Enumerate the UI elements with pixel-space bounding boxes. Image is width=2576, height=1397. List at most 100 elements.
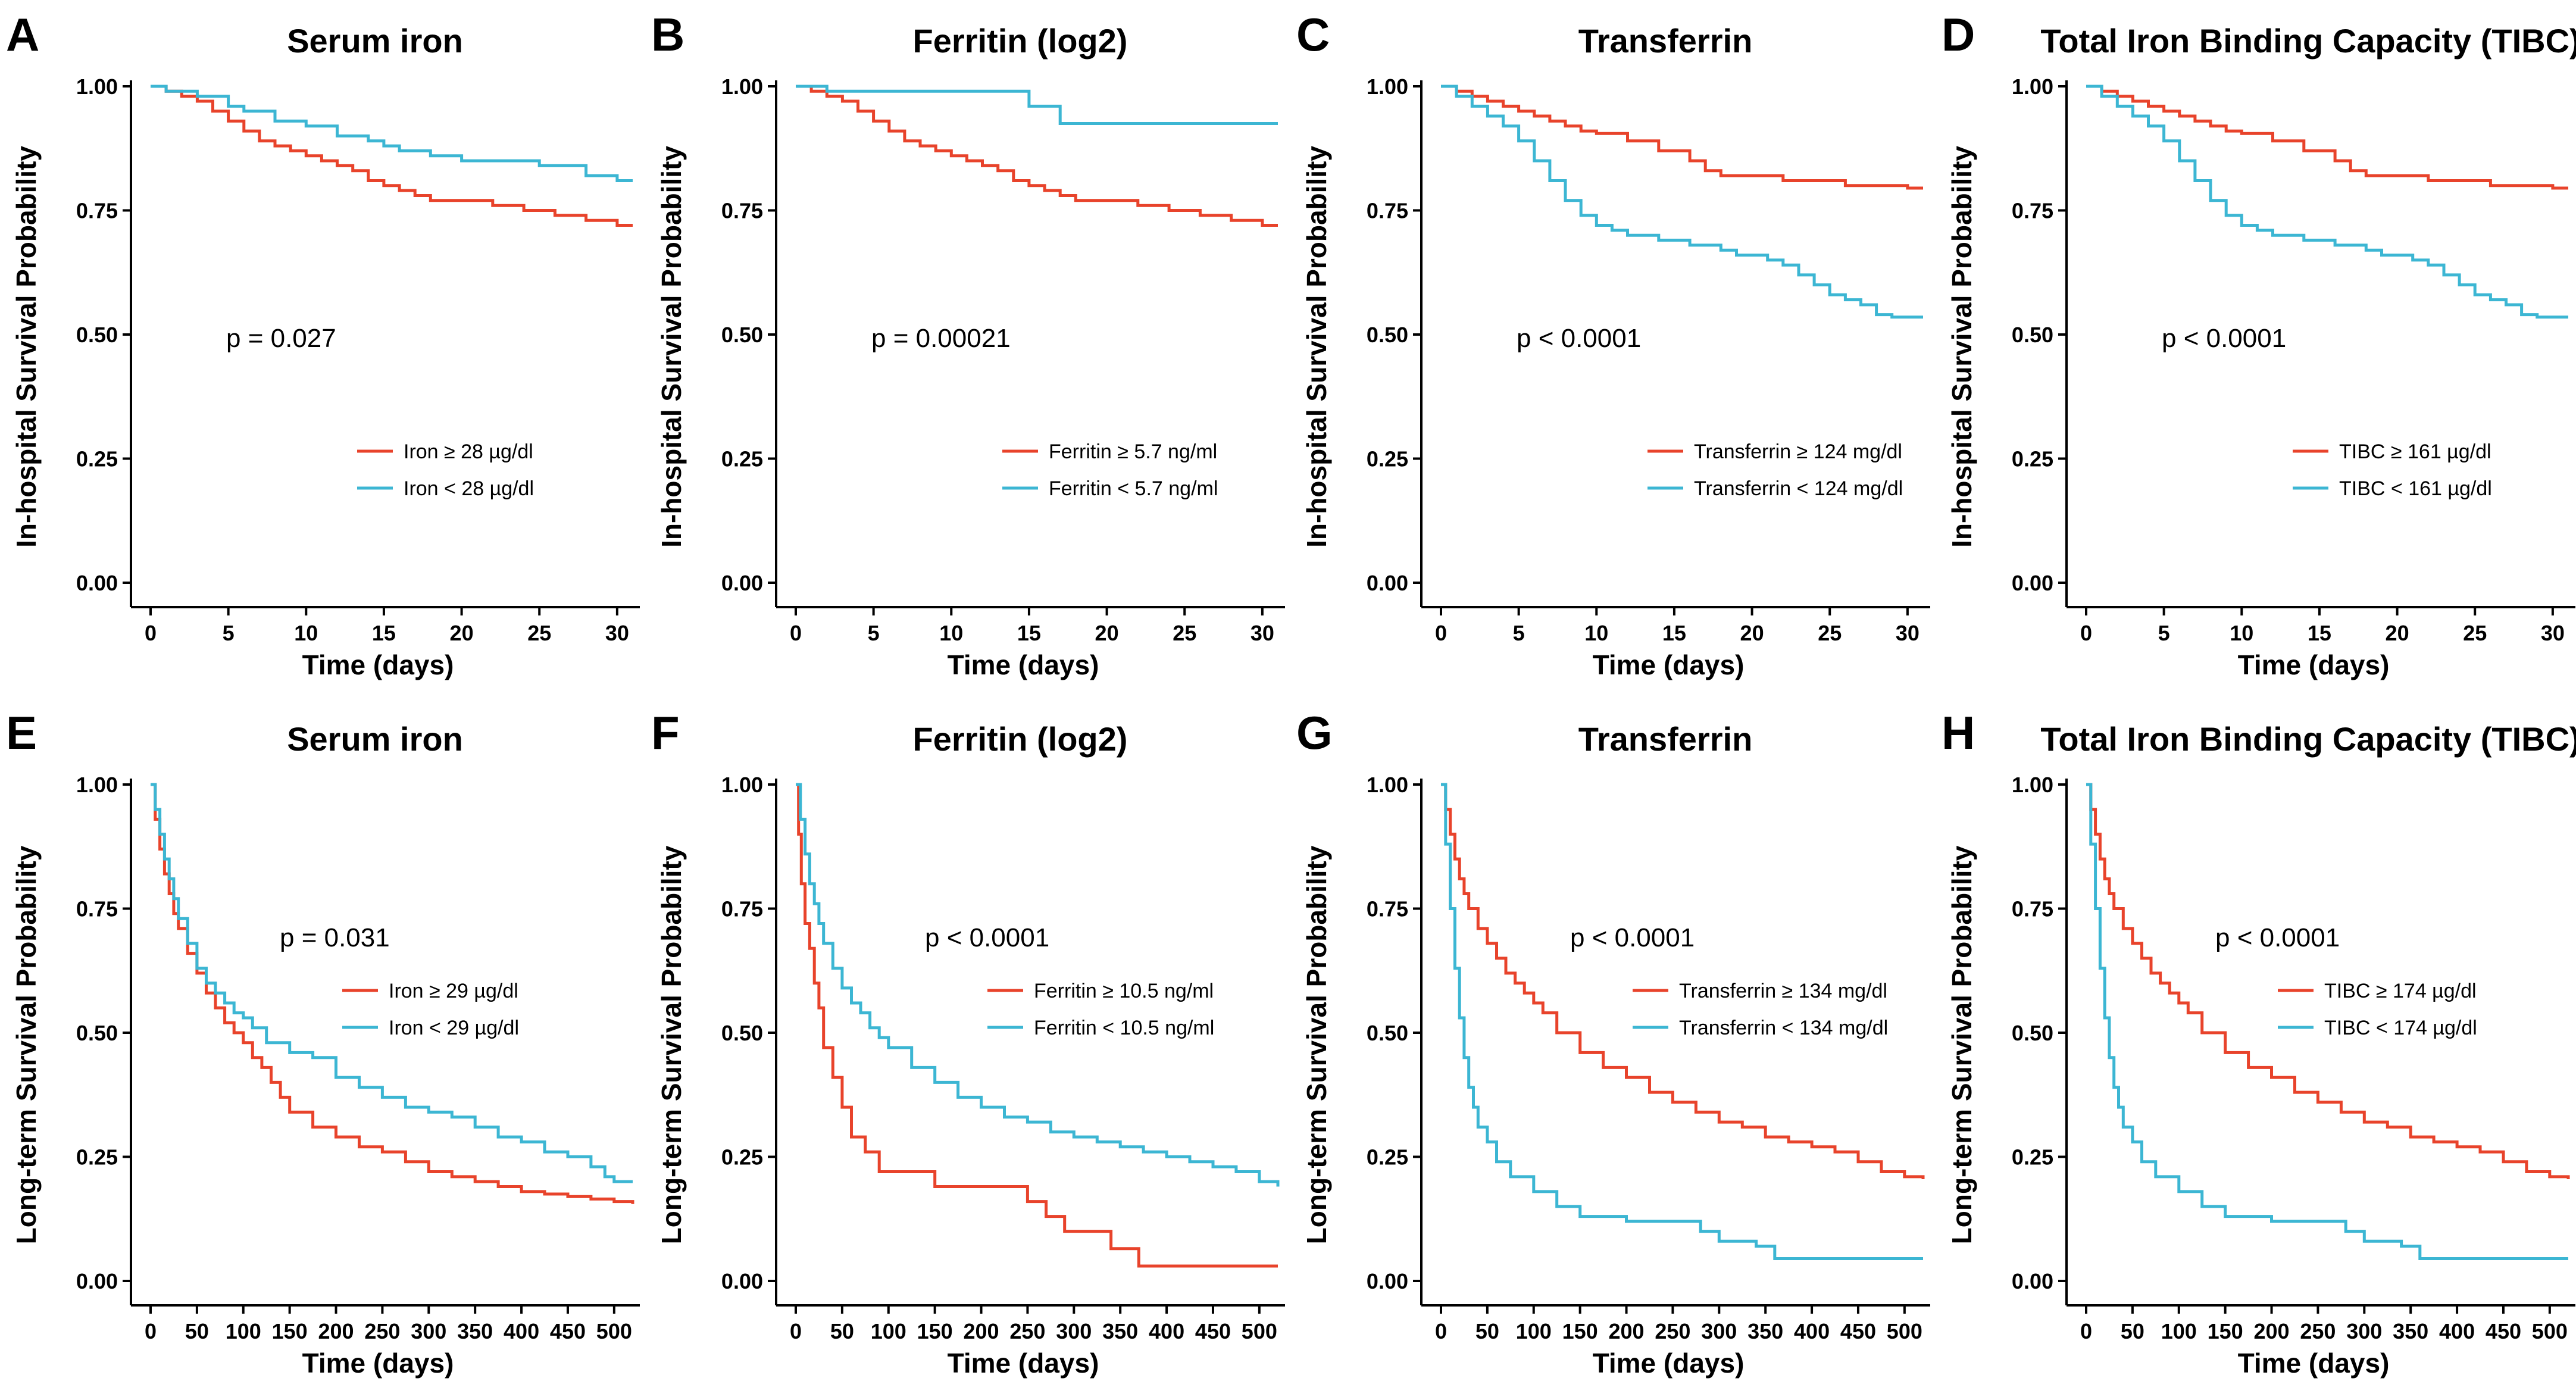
x-tick-label: 400 (504, 1319, 539, 1343)
x-tick-label: 30 (1251, 621, 1274, 645)
series-line-high (1441, 783, 1925, 1179)
p-value: p = 0.00021 (871, 324, 1011, 353)
x-tick-label: 10 (939, 621, 963, 645)
y-tick-label: 0.75 (76, 897, 118, 921)
series-line-high (2086, 783, 2570, 1179)
panel-e: E Serum iron 0.00 0.25 0.50 0.75 1.00 0 50 100 150… (6, 707, 640, 1379)
panel-d: D Total Iron Binding Capacity (TIBC) 0.00 0… (1942, 8, 2576, 680)
x-tick-label: 15 (1017, 621, 1041, 645)
x-tick-label: 450 (550, 1319, 586, 1343)
chart-title: Total Iron Binding Capacity (TIBC) (2040, 720, 2576, 758)
x-tick-label: 100 (871, 1319, 906, 1343)
y-tick-label: 0.50 (76, 1021, 118, 1045)
series-line-low (151, 783, 633, 1183)
x-tick-label: 450 (1840, 1319, 1876, 1343)
y-tick-label: 0.75 (2012, 897, 2053, 921)
x-tick-label: 150 (272, 1319, 308, 1343)
x-tick-label: 30 (605, 621, 629, 645)
panel-a: A Serum iron 0.00 0.25 0.50 0.75 1.00 0 5 10 15 20 2… (6, 8, 640, 680)
x-tick-label: 10 (294, 621, 318, 645)
x-tick-label: 150 (917, 1319, 953, 1343)
panel-letter: B (651, 8, 684, 61)
y-axis-title: Long-term Survival Probability (1946, 845, 1977, 1244)
x-tick-label: 25 (1818, 621, 1842, 645)
legend-label: TIBC < 161 µg/dl (2339, 477, 2492, 500)
x-tick-label: 300 (1056, 1319, 1092, 1343)
legend-label: Transferrin < 134 mg/dl (1679, 1017, 1888, 1039)
y-tick-label: 1.00 (76, 773, 118, 797)
x-tick-label: 400 (1149, 1319, 1184, 1343)
panel-letter: D (1942, 8, 1975, 61)
x-tick-label: 50 (185, 1319, 209, 1343)
x-tick-label: 50 (1475, 1319, 1499, 1343)
panel-h: H Total Iron Binding Capacity (TIBC) 0.00 0… (1942, 707, 2576, 1379)
x-tick-label: 15 (372, 621, 396, 645)
series-line-low (796, 783, 1280, 1187)
x-tick-label: 0 (145, 621, 157, 645)
y-tick-label: 0.00 (2012, 571, 2053, 595)
x-tick-label: 200 (963, 1319, 999, 1343)
x-tick-label: 0 (1435, 1319, 1447, 1343)
y-axis-title: In-hospital Survival Probability (11, 146, 42, 548)
x-tick-label: 5 (2158, 621, 2170, 645)
series-line-low (2086, 85, 2568, 319)
y-tick-label: 0.25 (721, 1145, 763, 1170)
y-tick-label: 0.50 (2012, 1021, 2053, 1045)
x-tick-label: 150 (2208, 1319, 2243, 1343)
x-tick-label: 0 (790, 621, 802, 645)
x-tick-label: 0 (145, 1319, 157, 1343)
y-tick-label: 1.00 (721, 74, 763, 99)
x-tick-label: 200 (318, 1319, 354, 1343)
panel-f: F Ferritin (log2) 0.00 0.25 0.50 0.75 1.00 0 50 1… (651, 707, 1285, 1379)
x-tick-label: 30 (1896, 621, 1920, 645)
y-axis-title: In-hospital Survival Probability (1946, 146, 1977, 548)
chart-title: Total Iron Binding Capacity (TIBC) (2040, 22, 2576, 60)
panel-letter: G (1296, 707, 1333, 759)
x-tick-label: 15 (2308, 621, 2331, 645)
x-tick-label: 450 (1195, 1319, 1231, 1343)
y-axis-title: Long-term Survival Probability (1301, 845, 1332, 1244)
x-tick-label: 5 (868, 621, 880, 645)
x-tick-label: 15 (1662, 621, 1686, 645)
series-line-low (1441, 85, 1923, 319)
y-tick-label: 0.50 (1367, 323, 1408, 347)
x-axis-title: Time (days) (302, 649, 454, 680)
x-tick-label: 150 (1562, 1319, 1598, 1343)
y-tick-label: 0.25 (1367, 447, 1408, 471)
chart-title: Transferrin (1578, 22, 1753, 60)
chart-title: Serum iron (287, 720, 463, 758)
legend-label: TIBC < 174 µg/dl (2324, 1017, 2477, 1039)
legend-label: TIBC ≥ 161 µg/dl (2339, 440, 2491, 463)
series-line-high (796, 783, 1278, 1268)
series-line-low (151, 85, 633, 182)
series-line-low (2086, 783, 2568, 1260)
y-axis-title: Long-term Survival Probability (656, 845, 687, 1244)
x-axis-title: Time (days) (302, 1348, 454, 1379)
x-tick-label: 0 (790, 1319, 802, 1343)
y-tick-label: 0.00 (1367, 571, 1408, 595)
y-tick-label: 0.75 (721, 199, 763, 223)
x-tick-label: 20 (1095, 621, 1119, 645)
x-tick-label: 5 (223, 621, 235, 645)
x-tick-label: 25 (2463, 621, 2487, 645)
x-tick-label: 250 (1009, 1319, 1045, 1343)
x-tick-label: 50 (2121, 1319, 2144, 1343)
panel-g: G Transferrin 0.00 0.25 0.50 0.75 1.00 0 50 100 15… (1296, 707, 1930, 1379)
y-tick-label: 0.00 (721, 571, 763, 595)
x-tick-label: 10 (2230, 621, 2253, 645)
legend-label: Transferrin ≥ 134 mg/dl (1679, 980, 1887, 1002)
x-tick-label: 200 (1608, 1319, 1644, 1343)
panel-letter: F (651, 707, 680, 759)
y-tick-label: 0.50 (2012, 323, 2053, 347)
y-tick-label: 0.25 (1367, 1145, 1408, 1170)
chart-title: Ferritin (log2) (913, 22, 1128, 60)
y-tick-label: 0.00 (76, 1269, 118, 1293)
x-axis-title: Time (days) (1593, 649, 1745, 680)
x-axis-title: Time (days) (2238, 649, 2390, 680)
legend-label: Ferritin < 5.7 ng/ml (1049, 477, 1218, 500)
legend-label: TIBC ≥ 174 µg/dl (2324, 980, 2477, 1002)
y-tick-label: 1.00 (1367, 74, 1408, 99)
y-tick-label: 0.75 (2012, 199, 2053, 223)
legend-label: Iron < 29 µg/dl (389, 1017, 519, 1039)
x-axis-title: Time (days) (948, 1348, 1099, 1379)
